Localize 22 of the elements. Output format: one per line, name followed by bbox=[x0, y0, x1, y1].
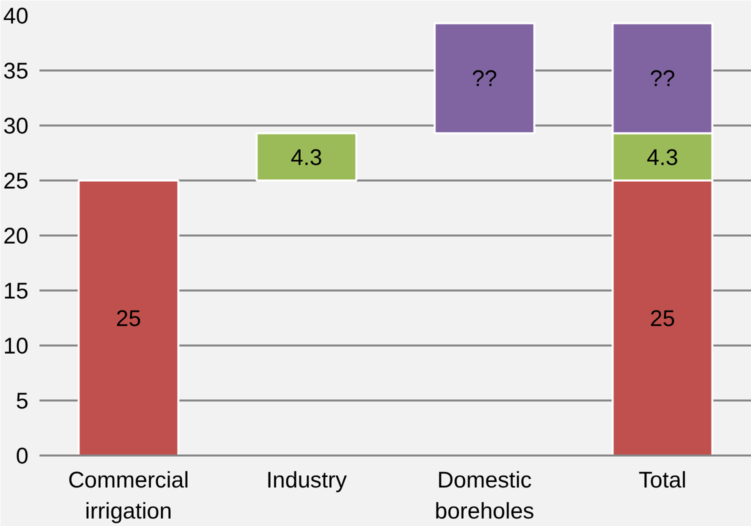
y-tick-label: 40 bbox=[3, 2, 28, 28]
y-tick-label: 15 bbox=[3, 278, 28, 304]
x-tick-label: Total bbox=[638, 466, 686, 492]
y-tick-label: 30 bbox=[3, 112, 28, 138]
y-tick-label: 20 bbox=[3, 222, 28, 248]
x-tick-label: Industry bbox=[266, 466, 348, 492]
y-tick-label: 25 bbox=[3, 168, 28, 194]
y-tick-label: 0 bbox=[16, 442, 29, 468]
y-tick-label: 35 bbox=[3, 58, 28, 84]
bar bbox=[434, 22, 536, 134]
y-tick-label: 10 bbox=[3, 332, 28, 358]
data-label: 4.3 bbox=[290, 144, 322, 170]
x-tick-label: Domestic boreholes bbox=[434, 466, 534, 524]
data-label: 25 bbox=[116, 305, 142, 331]
data-label: ?? bbox=[650, 65, 676, 92]
bar bbox=[78, 180, 180, 456]
data-label: 25 bbox=[650, 305, 676, 331]
data-label: ?? bbox=[472, 65, 498, 92]
y-tick-label: 5 bbox=[16, 388, 29, 414]
data-label: 4.3 bbox=[646, 144, 678, 170]
x-tick-label: Commercial irrigation bbox=[68, 466, 189, 524]
bar bbox=[256, 132, 358, 182]
